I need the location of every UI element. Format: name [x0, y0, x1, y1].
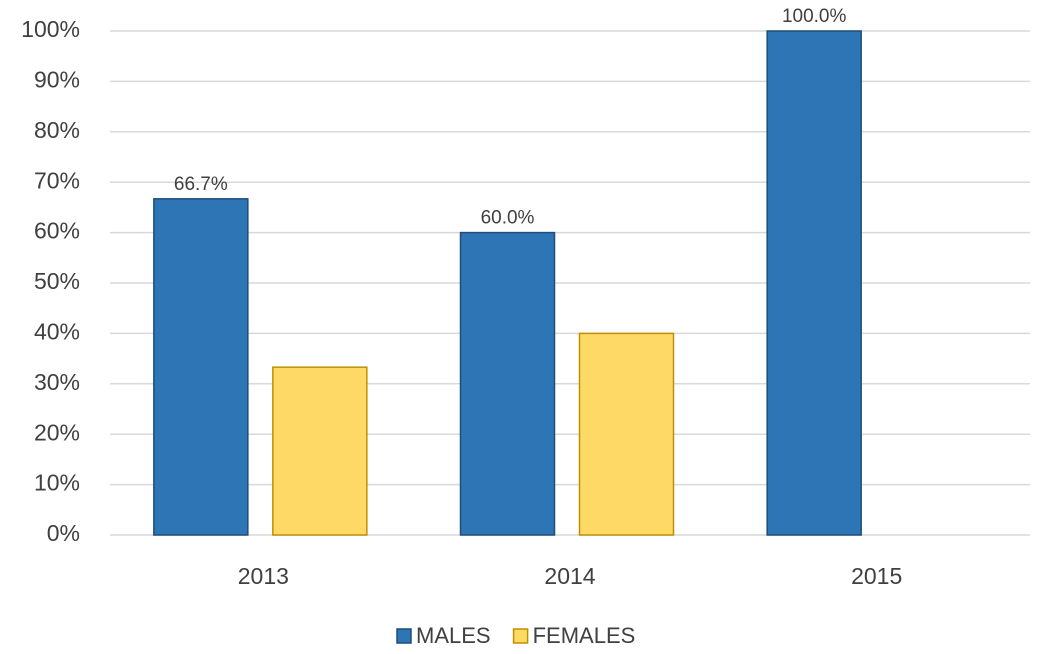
legend-label: MALES: [416, 623, 491, 648]
y-tick-label: 90%: [34, 66, 80, 92]
y-tick-label: 0%: [47, 520, 80, 546]
y-tick-label: 100%: [21, 16, 80, 42]
x-tick-label: 2014: [544, 563, 595, 589]
bar: [272, 366, 368, 536]
legend-label: FEMALES: [533, 623, 636, 648]
y-tick-label: 50%: [34, 268, 80, 294]
y-tick-label: 60%: [34, 218, 80, 244]
legend-swatch: [396, 628, 412, 644]
x-tick-label: 2015: [851, 563, 902, 589]
value-label: 66.7%: [174, 174, 228, 195]
y-tick-label: 10%: [34, 470, 80, 496]
value-label: 60.0%: [481, 208, 535, 229]
bar: [578, 332, 675, 536]
bar: [766, 30, 862, 536]
x-tick-label: 2013: [238, 563, 289, 589]
y-tick-label: 70%: [34, 167, 80, 193]
y-tick-label: 80%: [34, 117, 80, 143]
bar: [459, 231, 556, 536]
y-tick-label: 40%: [34, 318, 80, 344]
y-tick-label: 20%: [34, 419, 80, 445]
bar: [153, 198, 249, 536]
legend-swatch: [512, 628, 529, 644]
y-tick-label: 30%: [34, 369, 80, 395]
value-label: 100.0%: [782, 6, 847, 27]
